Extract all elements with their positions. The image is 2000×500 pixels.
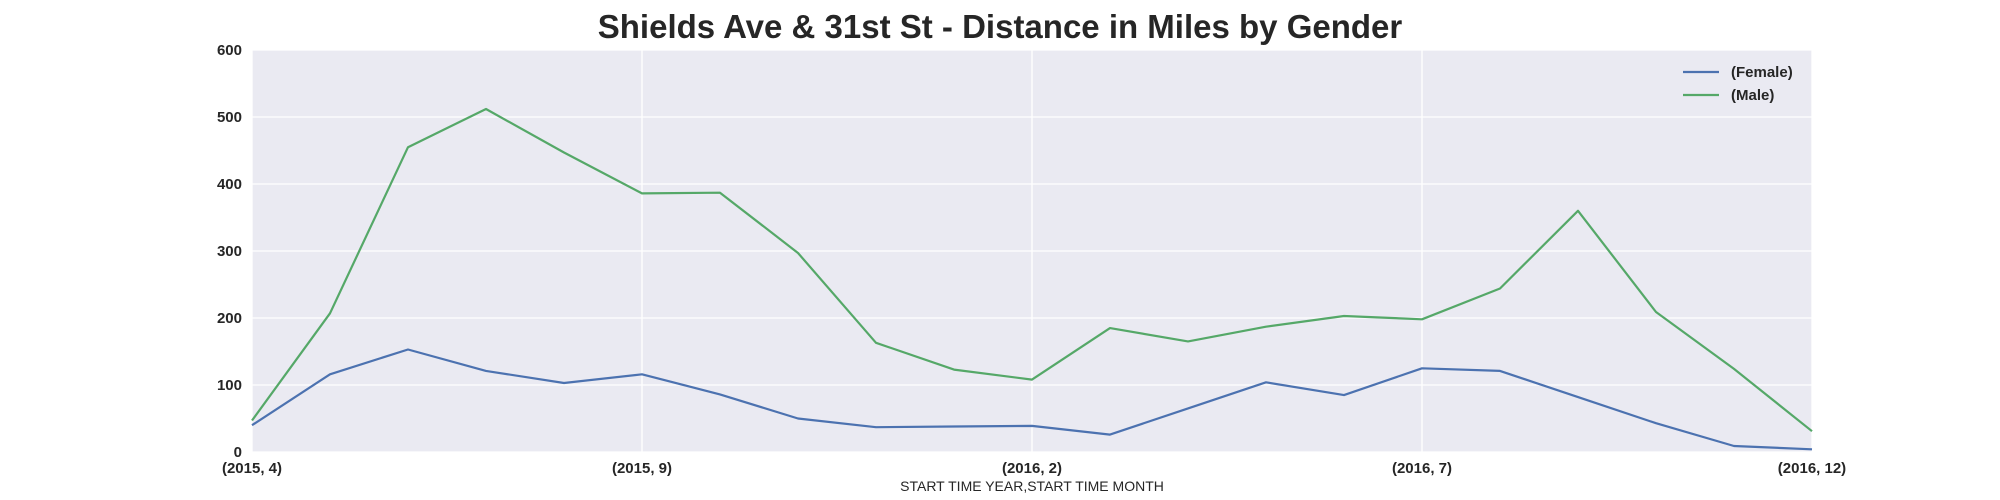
data-point-male bbox=[328, 311, 333, 316]
data-point-male bbox=[1732, 366, 1737, 371]
data-point-male bbox=[1186, 339, 1191, 344]
data-point-male bbox=[1108, 326, 1113, 331]
data-point-female bbox=[718, 392, 723, 397]
data-point-male bbox=[640, 191, 645, 196]
data-point-female bbox=[1576, 395, 1581, 400]
data-point-male bbox=[1264, 324, 1269, 329]
x-tick-label: (2016, 2) bbox=[1002, 460, 1062, 477]
data-point-female bbox=[796, 416, 801, 421]
data-point-male bbox=[1576, 208, 1581, 213]
y-tick-label: 500 bbox=[217, 109, 242, 126]
data-point-female bbox=[328, 372, 333, 377]
data-point-female bbox=[1420, 366, 1425, 371]
x-axis-ticks: (2015, 4) (2015, 9) (2016, 2) (2016, 7) (201… bbox=[222, 460, 1846, 477]
series-line-female bbox=[251, 348, 1813, 451]
data-point-female bbox=[1810, 447, 1815, 452]
y-tick-label: 0 bbox=[234, 444, 242, 461]
x-tick-label: (2016, 7) bbox=[1392, 460, 1452, 477]
data-point-male bbox=[952, 367, 957, 372]
x-tick-label: (2016, 12) bbox=[1778, 460, 1846, 477]
y-axis-ticks: 0 100 200 300 400 500 600 bbox=[217, 42, 242, 461]
data-point-female bbox=[1732, 443, 1737, 448]
grid bbox=[251, 49, 1813, 453]
data-point-female bbox=[1108, 432, 1113, 437]
data-point-female bbox=[874, 425, 879, 430]
legend-label-female: (Female) bbox=[1731, 64, 1793, 81]
chart-title: Shields Ave & 31st St - Distance in Mile… bbox=[597, 8, 1403, 45]
data-point-female bbox=[562, 380, 567, 385]
data-point-male bbox=[796, 251, 801, 256]
legend: (Female) (Male) bbox=[1683, 64, 1793, 104]
x-axis-label: START TIME YEAR,START TIME MONTH bbox=[900, 478, 1164, 494]
data-point-male bbox=[718, 190, 723, 195]
data-point-female bbox=[1498, 368, 1503, 373]
data-point-male bbox=[1030, 377, 1035, 382]
x-tick-label: (2015, 9) bbox=[612, 460, 672, 477]
data-point-female bbox=[952, 424, 957, 429]
data-point-female bbox=[406, 347, 411, 352]
data-point-male bbox=[874, 340, 879, 345]
data-point-male bbox=[1810, 429, 1815, 434]
series-line-male bbox=[251, 107, 1813, 433]
data-point-male bbox=[1654, 309, 1659, 314]
data-point-female bbox=[1342, 393, 1347, 398]
data-point-male bbox=[250, 418, 255, 423]
y-tick-label: 300 bbox=[217, 243, 242, 260]
data-point-female bbox=[1030, 423, 1035, 428]
series-lines bbox=[250, 106, 1815, 452]
data-point-female bbox=[1186, 406, 1191, 411]
y-tick-label: 200 bbox=[217, 310, 242, 327]
data-point-female bbox=[1654, 421, 1659, 426]
data-point-female bbox=[484, 368, 489, 373]
data-point-male bbox=[484, 106, 489, 111]
data-point-male bbox=[562, 150, 567, 155]
y-tick-label: 100 bbox=[217, 377, 242, 394]
x-tick-label: (2015, 4) bbox=[222, 460, 282, 477]
y-tick-label: 600 bbox=[217, 42, 242, 59]
data-point-male bbox=[1342, 313, 1347, 318]
legend-label-male: (Male) bbox=[1731, 87, 1774, 104]
y-tick-label: 400 bbox=[217, 176, 242, 193]
data-point-female bbox=[1264, 380, 1269, 385]
data-point-female bbox=[250, 423, 255, 428]
data-point-male bbox=[1420, 317, 1425, 322]
data-point-female bbox=[640, 372, 645, 377]
data-point-male bbox=[1498, 286, 1503, 291]
data-point-male bbox=[406, 145, 411, 150]
